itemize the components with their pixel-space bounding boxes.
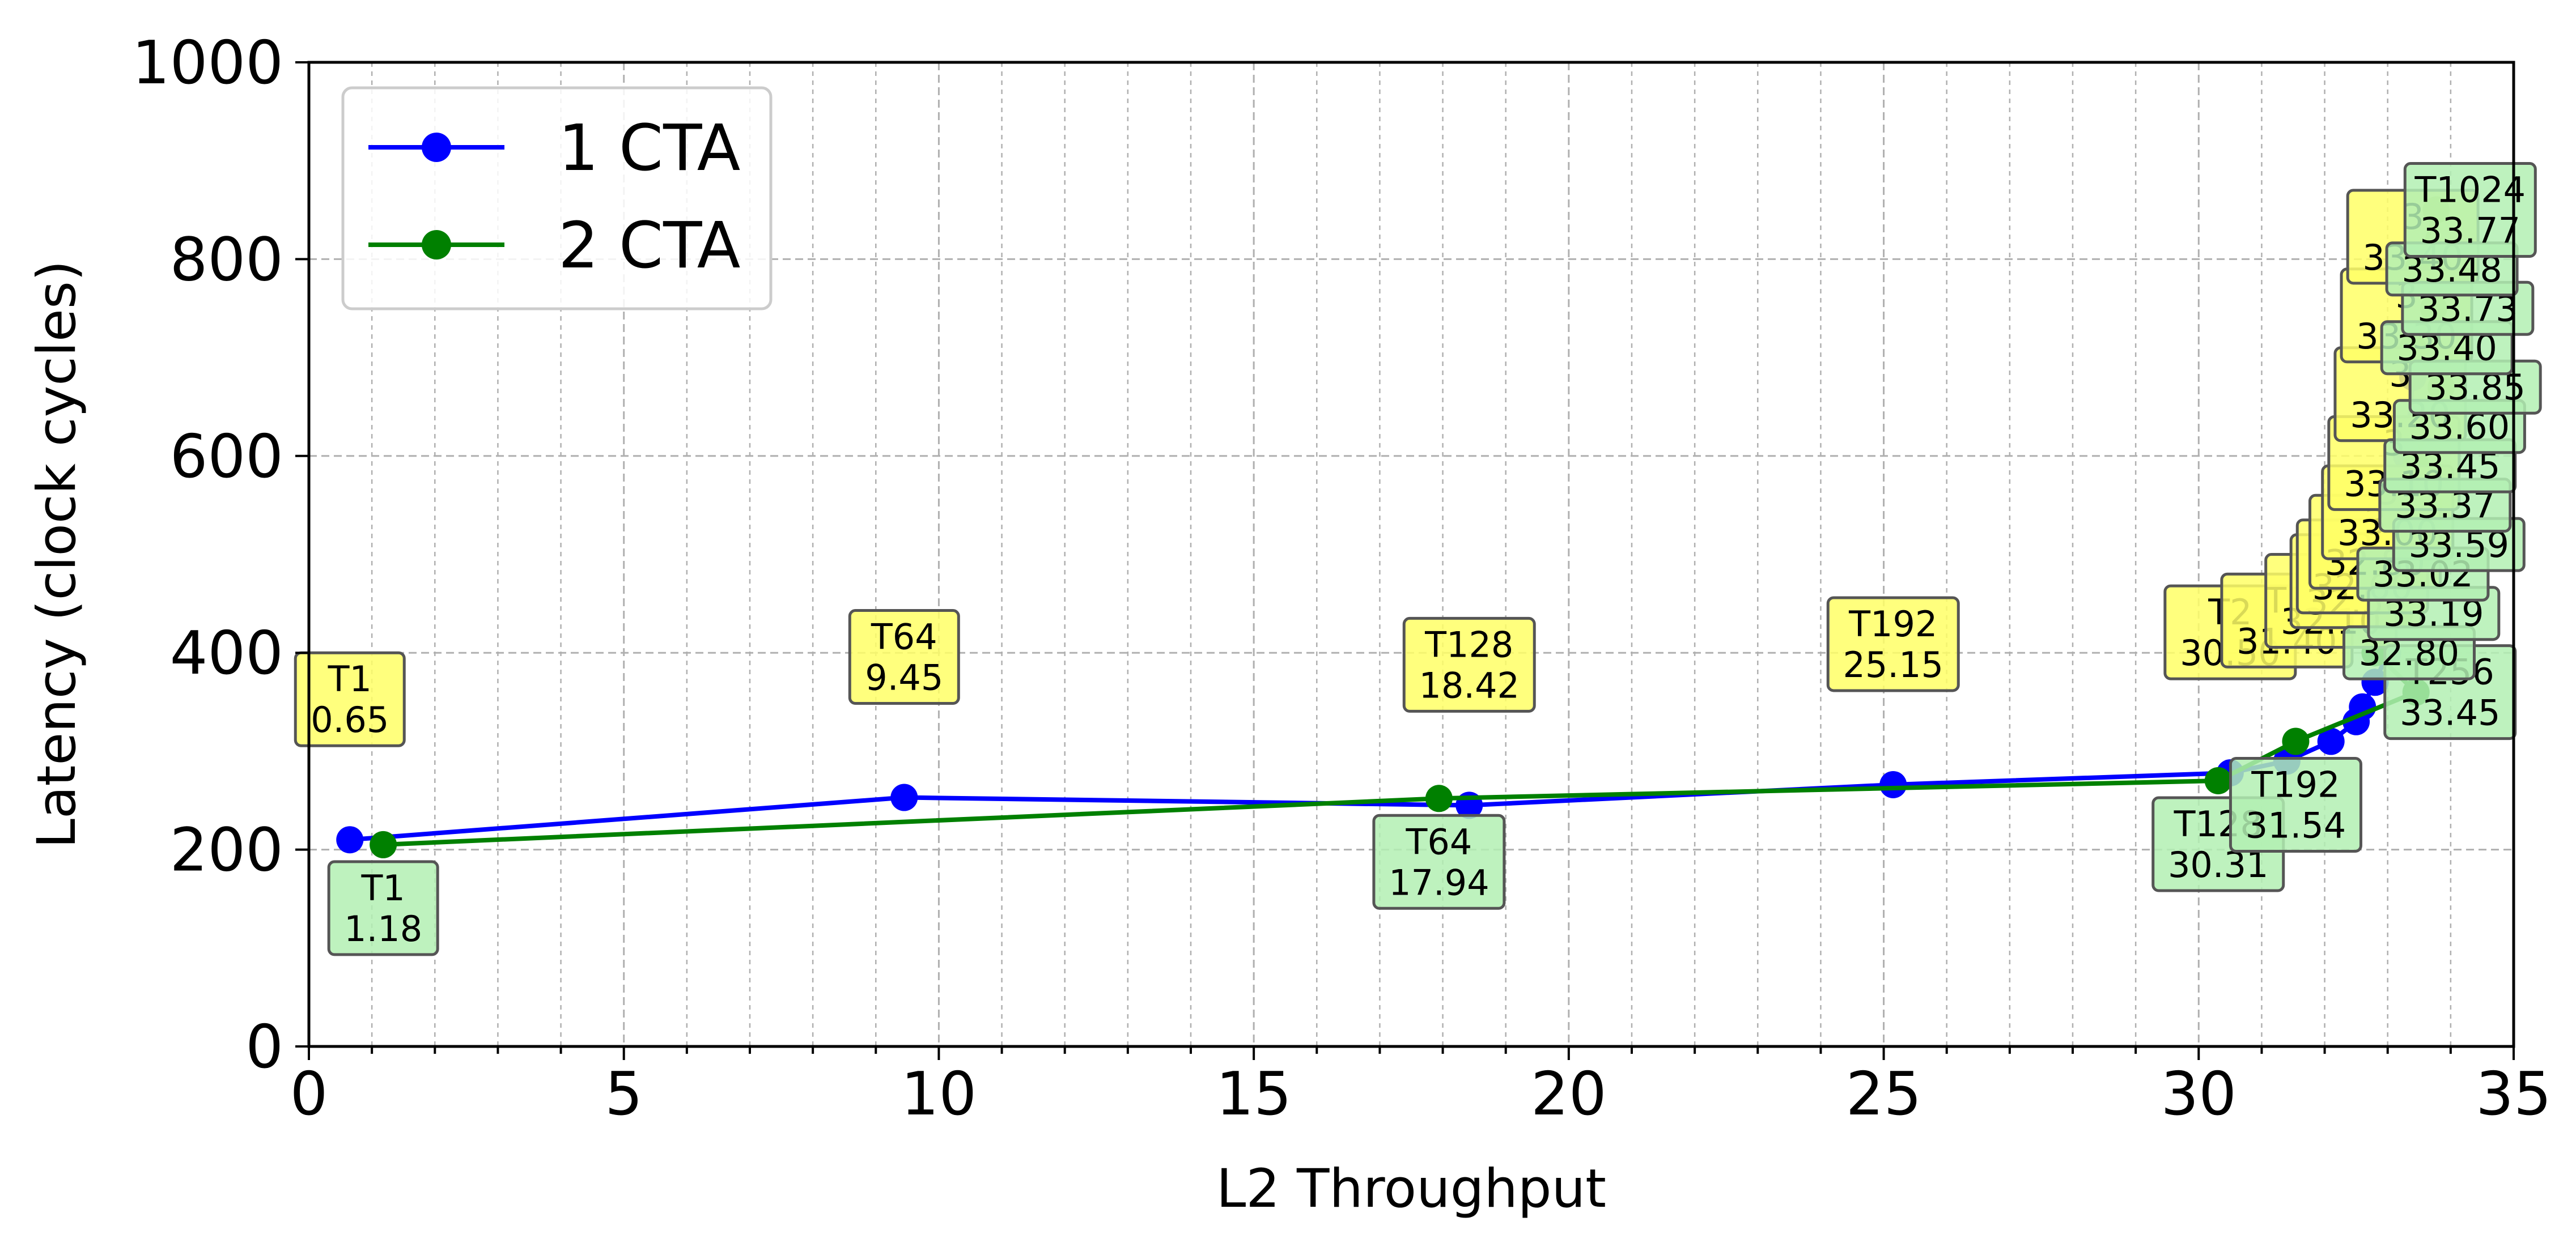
x-axis-title: L2 Throughput [1216,1158,1606,1220]
annotation-box [294,651,406,747]
annotation-text: 33.45 [2400,692,2501,734]
data-point-1-cta [1879,771,1907,798]
x-tick-label: 0 [290,1059,328,1129]
annotation-text: 1.18 [344,908,422,950]
y-tick-label: 0 [245,1012,283,1082]
data-point-1-cta [2317,727,2345,755]
x-tick-label: 30 [2161,1059,2237,1129]
annotation-text: T192 [2251,764,2340,806]
annotation-text: 9.45 [865,657,943,699]
x-tick-label: 10 [901,1059,977,1129]
legend: 1 CTA 2 CTA [341,86,773,310]
legend-marker-2-cta [422,230,451,259]
plot-frame [307,61,2515,1048]
annotation-text: T1 [328,658,372,700]
data-point-1-cta [336,826,364,854]
y-tick-label: 400 [170,619,283,688]
x-tick-label: 25 [1846,1059,1922,1129]
annotation-box [1372,814,1506,910]
annotation-text: 31.54 [2246,805,2346,846]
annotation-text: T1 [360,867,405,909]
annotation: T11.18 [327,860,439,956]
y-axis-title: Latency (clock cycles) [26,261,88,849]
annotation-text: 25.15 [1843,644,1943,686]
annotation-box [327,860,439,956]
annotation-box [1826,596,1960,692]
annotation-text: T1024 [2414,169,2526,211]
data-point-2-cta [370,831,397,858]
legend-marker-1-cta [422,133,451,162]
annotation-text: T64 [871,616,937,658]
annotation-box [848,609,960,705]
y-tick-label: 200 [170,816,283,885]
x-tick-label: 20 [1531,1059,1607,1129]
y-tick-label: 1000 [132,28,283,97]
data-point-1-cta [890,784,918,811]
data-point-2-cta [1425,785,1453,812]
annotation-text: T192 [1848,603,1937,645]
annotation: T10.65 [294,651,406,747]
annotation-text: 33.77 [2420,210,2521,252]
annotation-text: 17.94 [1389,862,1489,903]
y-tick-label: 800 [170,225,283,294]
x-tick-label: 15 [1216,1059,1292,1129]
x-tick-label: 5 [605,1059,643,1129]
annotation-text: 0.65 [311,699,389,740]
legend-label-2-cta: 2 CTA [558,209,740,283]
x-tick-label: 35 [2476,1059,2552,1129]
annotation-layer: T10.65T649.45T12818.42T19225.15T230.50T3… [294,162,2542,956]
annotation-text: 18.42 [1419,665,1520,706]
annotation-box [2403,162,2537,258]
legend-label-1-cta: 1 CTA [558,112,740,185]
annotation-text: T64 [1406,821,1472,862]
data-point-2-cta [2282,727,2310,755]
annotation-box [2229,757,2362,853]
y-tick-label: 600 [170,422,283,491]
annotation-text: T128 [1424,624,1513,665]
tick-layer: 0 5 10 15 20 25 30 35 0 200 400 600 800 1000 [132,28,2552,1129]
annotation-box [1402,616,1536,713]
data-point-2-cta [2204,767,2232,795]
